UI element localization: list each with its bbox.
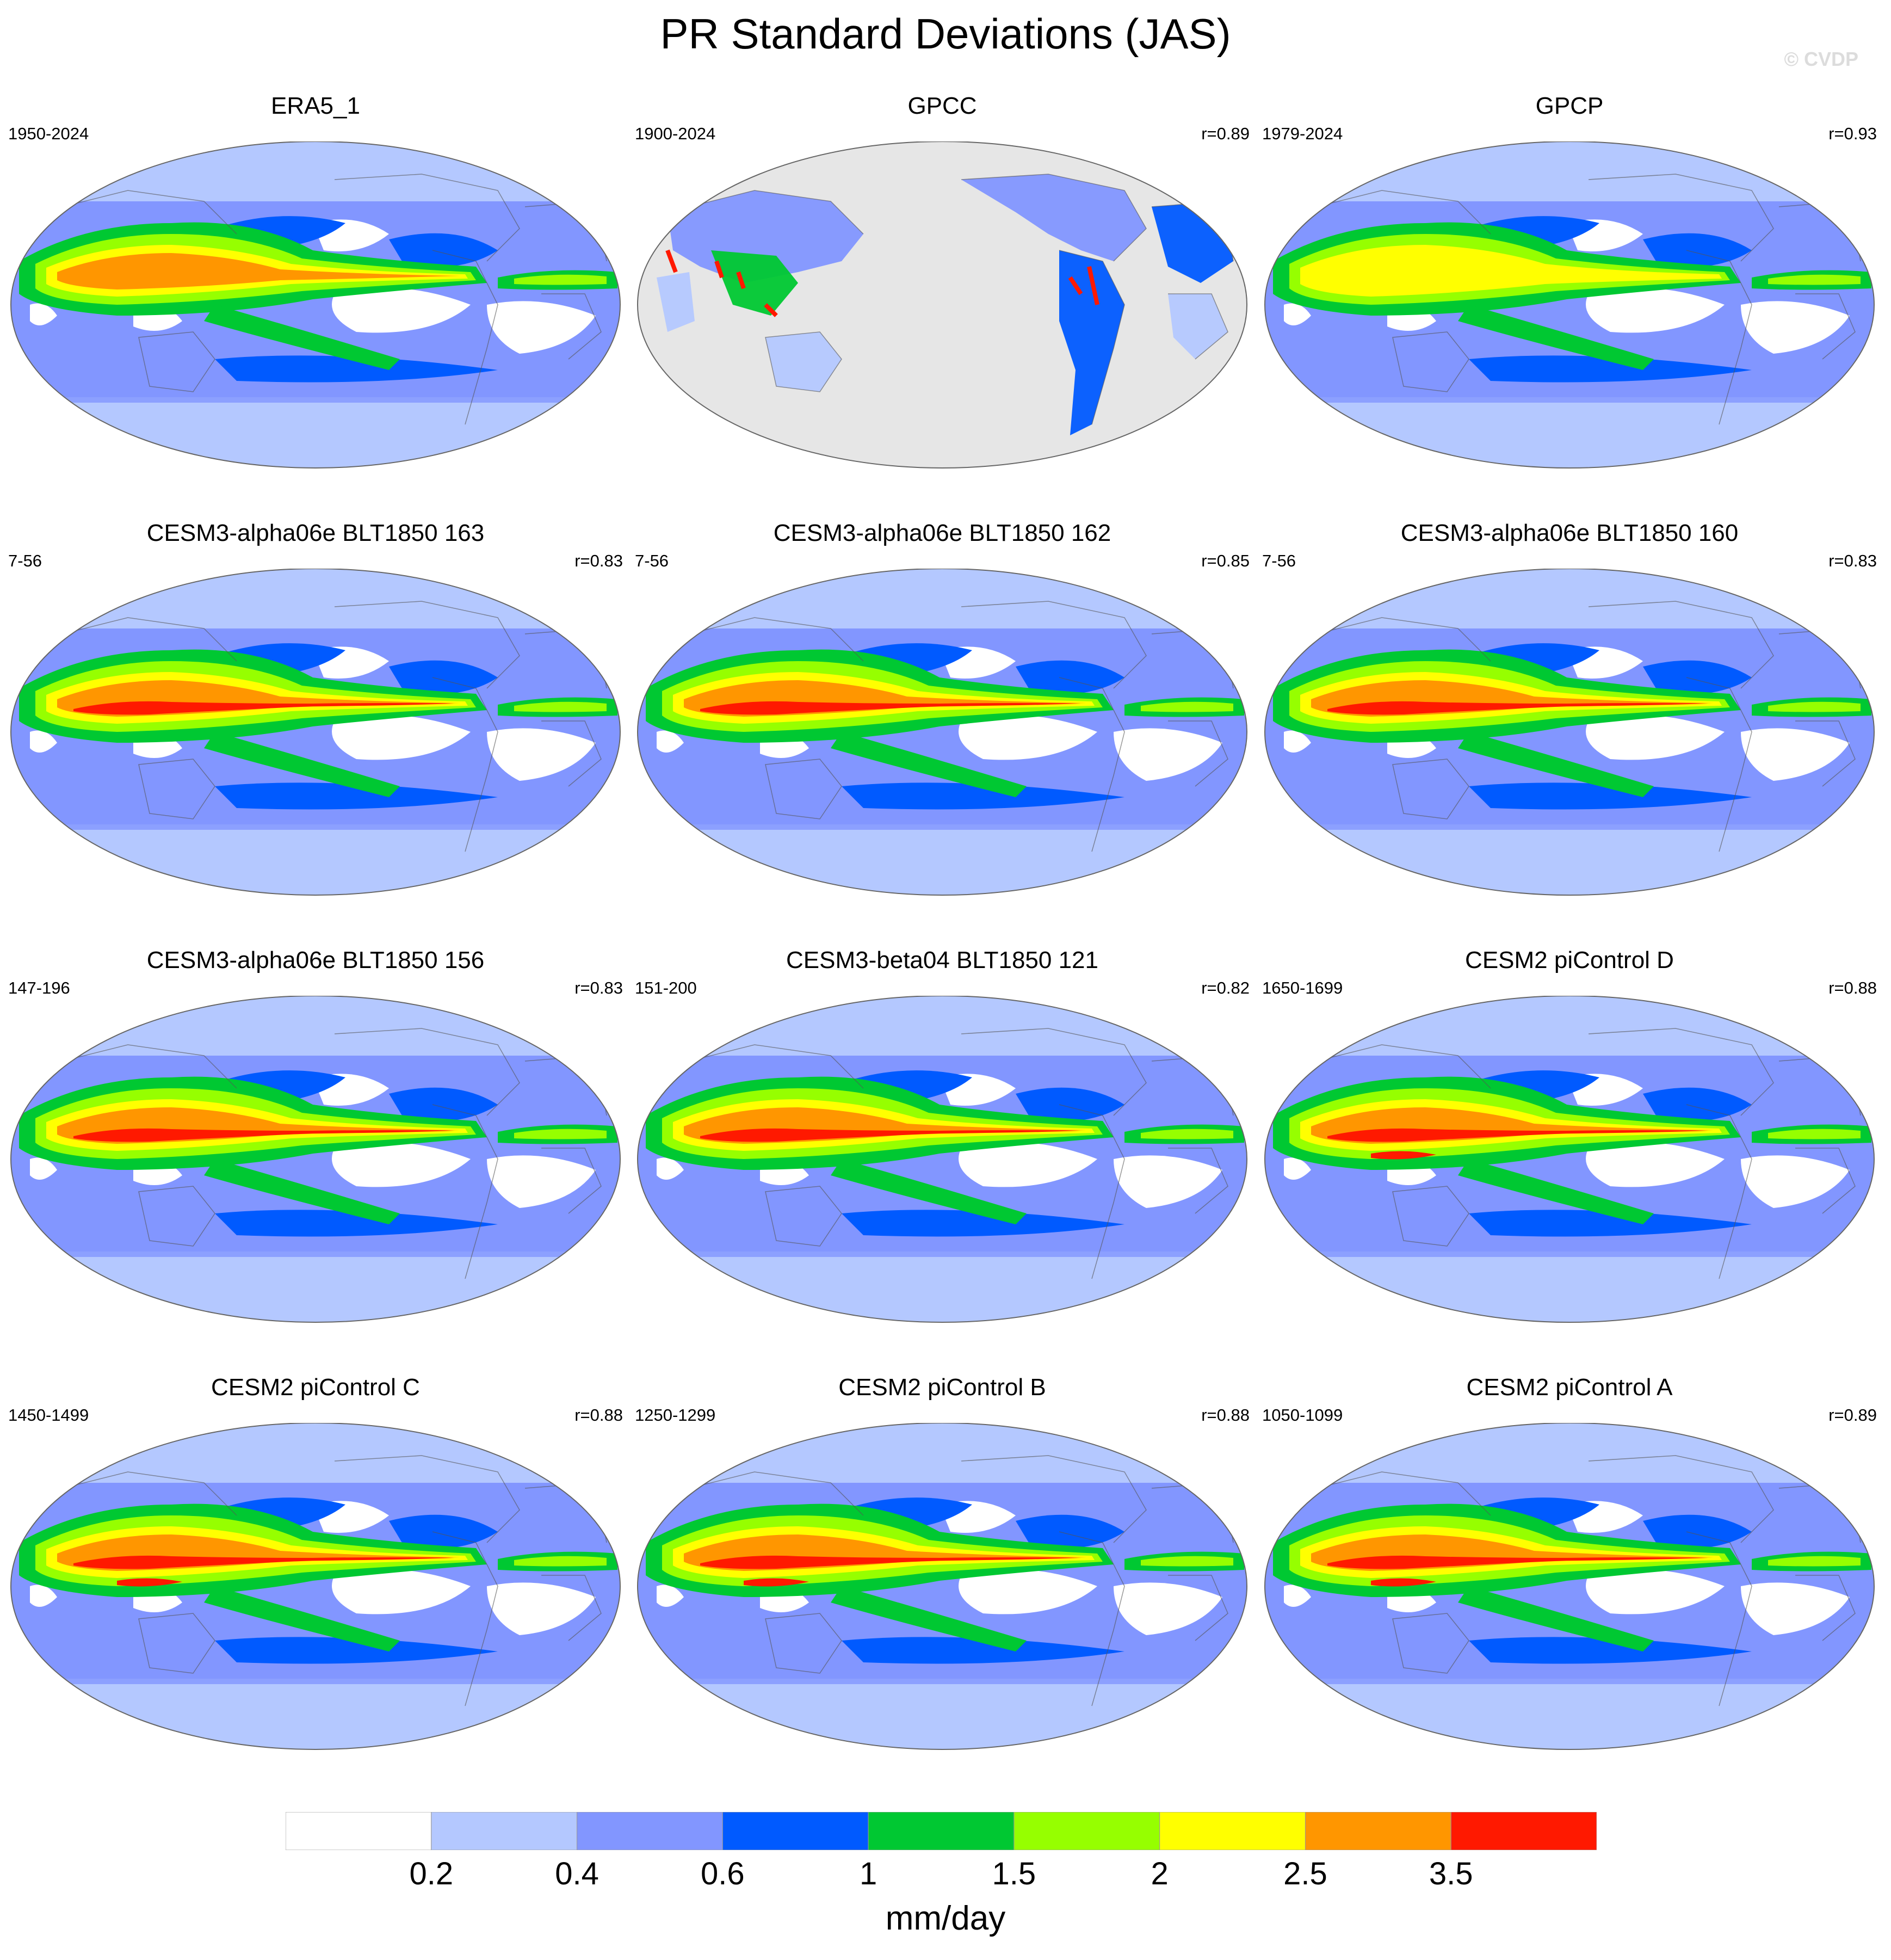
map-panel: CESM2 piControl D 1650-1699 r=0.88 xyxy=(1262,947,1877,1360)
panel-title: CESM3-alpha06e BLT1850 162 xyxy=(773,520,1111,546)
colorbar xyxy=(286,1812,1597,1850)
robinson-map xyxy=(637,1423,1247,1750)
colorbar-tick-label: 2.5 xyxy=(1283,1856,1327,1891)
panel-years: 1900-2024 xyxy=(635,124,716,143)
panel-years: 7-56 xyxy=(1262,551,1296,570)
colorbar-swatch xyxy=(1159,1812,1306,1850)
map-panel: CESM3-alpha06e BLT1850 156 147-196 r=0.83 xyxy=(8,947,623,1360)
panel-years: 7-56 xyxy=(635,551,669,570)
map-panel: ERA5_1 1950-2024 xyxy=(8,93,623,506)
panel-correlation: r=0.88 xyxy=(1201,1406,1250,1425)
colorbar-swatch xyxy=(431,1812,578,1850)
colorbar-swatch xyxy=(577,1812,723,1850)
panel-years: 1450-1499 xyxy=(8,1406,89,1425)
panel-years: 1050-1099 xyxy=(1262,1406,1343,1425)
colorbar-swatch xyxy=(1014,1812,1160,1850)
robinson-map xyxy=(637,141,1247,469)
panel-correlation: r=0.89 xyxy=(1828,1406,1877,1425)
panel-years: 147-196 xyxy=(8,978,70,997)
robinson-map xyxy=(10,141,621,469)
colorbar-swatch xyxy=(722,1812,869,1850)
panel-correlation: r=0.83 xyxy=(574,978,623,997)
colorbar-tick-label: 2 xyxy=(1151,1856,1169,1891)
panel-years: 1250-1299 xyxy=(635,1406,716,1425)
robinson-map xyxy=(1264,569,1875,896)
panel-years: 1650-1699 xyxy=(1262,978,1343,997)
panel-title: CESM2 piControl C xyxy=(211,1374,420,1401)
panel-title: CESM2 piControl D xyxy=(1465,947,1674,973)
panel-title: CESM2 piControl A xyxy=(1466,1374,1673,1401)
panel-correlation: r=0.85 xyxy=(1201,551,1250,570)
robinson-map xyxy=(10,1423,621,1750)
map-panel: CESM3-alpha06e BLT1850 162 7-56 r=0.85 xyxy=(635,520,1250,933)
robinson-map xyxy=(10,569,621,896)
panel-title: GPCC xyxy=(907,93,977,119)
panel-title: CESM3-alpha06e BLT1850 156 xyxy=(146,947,485,973)
colorbar-swatch xyxy=(1450,1812,1597,1850)
colorbar-units: mm/day xyxy=(885,1900,1006,1937)
robinson-map xyxy=(1264,1423,1875,1750)
colorbar-swatch xyxy=(868,1812,1015,1850)
panel-correlation: r=0.88 xyxy=(574,1406,623,1425)
colorbar-tick-label: 3.5 xyxy=(1429,1856,1473,1891)
colorbar-swatch xyxy=(286,1812,432,1850)
map-panel: CESM3-alpha06e BLT1850 163 7-56 r=0.83 xyxy=(8,520,623,933)
watermark: © CVDP xyxy=(1784,48,1858,70)
panel-correlation: r=0.82 xyxy=(1201,978,1250,997)
panel-years: 151-200 xyxy=(635,978,697,997)
figure-title: PR Standard Deviations (JAS) xyxy=(660,10,1231,58)
panel-years: 1979-2024 xyxy=(1262,124,1343,143)
panel-title: CESM3-alpha06e BLT1850 163 xyxy=(146,520,485,546)
panel-correlation: r=0.93 xyxy=(1828,124,1877,143)
panel-correlation: r=0.83 xyxy=(574,551,623,570)
panel-title: CESM3-beta04 BLT1850 121 xyxy=(786,947,1098,973)
map-panel: CESM2 piControl C 1450-1499 r=0.88 xyxy=(8,1374,623,1788)
panel-correlation: r=0.88 xyxy=(1828,978,1877,997)
map-panel: GPCC 1900-2024 r=0.89 xyxy=(635,93,1250,506)
map-panel: GPCP 1979-2024 r=0.93 xyxy=(1262,93,1877,506)
colorbar-tick-label: 1 xyxy=(859,1856,877,1891)
robinson-map xyxy=(10,996,621,1323)
robinson-map xyxy=(1264,141,1875,469)
colorbar-tick-label: 0.6 xyxy=(701,1856,745,1891)
robinson-map xyxy=(1264,996,1875,1323)
panel-title: CESM2 piControl B xyxy=(838,1374,1046,1401)
map-panel: CESM2 piControl A 1050-1099 r=0.89 xyxy=(1262,1374,1877,1788)
panel-years: 7-56 xyxy=(8,551,42,570)
panel-years: 1950-2024 xyxy=(8,124,89,143)
panel-title: GPCP xyxy=(1535,93,1604,119)
panel-correlation: r=0.89 xyxy=(1201,124,1250,143)
panel-title: CESM3-alpha06e BLT1850 160 xyxy=(1400,520,1739,546)
colorbar-tick-label: 1.5 xyxy=(992,1856,1036,1891)
colorbar-tick-label: 0.2 xyxy=(409,1856,454,1891)
robinson-map xyxy=(637,569,1247,896)
robinson-map xyxy=(637,996,1247,1323)
map-panel: CESM3-beta04 BLT1850 121 151-200 r=0.82 xyxy=(635,947,1250,1360)
colorbar-swatch xyxy=(1305,1812,1451,1850)
panel-correlation: r=0.83 xyxy=(1828,551,1877,570)
panel-title: ERA5_1 xyxy=(271,93,360,119)
map-panel: CESM3-alpha06e BLT1850 160 7-56 r=0.83 xyxy=(1262,520,1877,933)
map-panel: CESM2 piControl B 1250-1299 r=0.88 xyxy=(635,1374,1250,1788)
colorbar-tick-label: 0.4 xyxy=(555,1856,599,1891)
